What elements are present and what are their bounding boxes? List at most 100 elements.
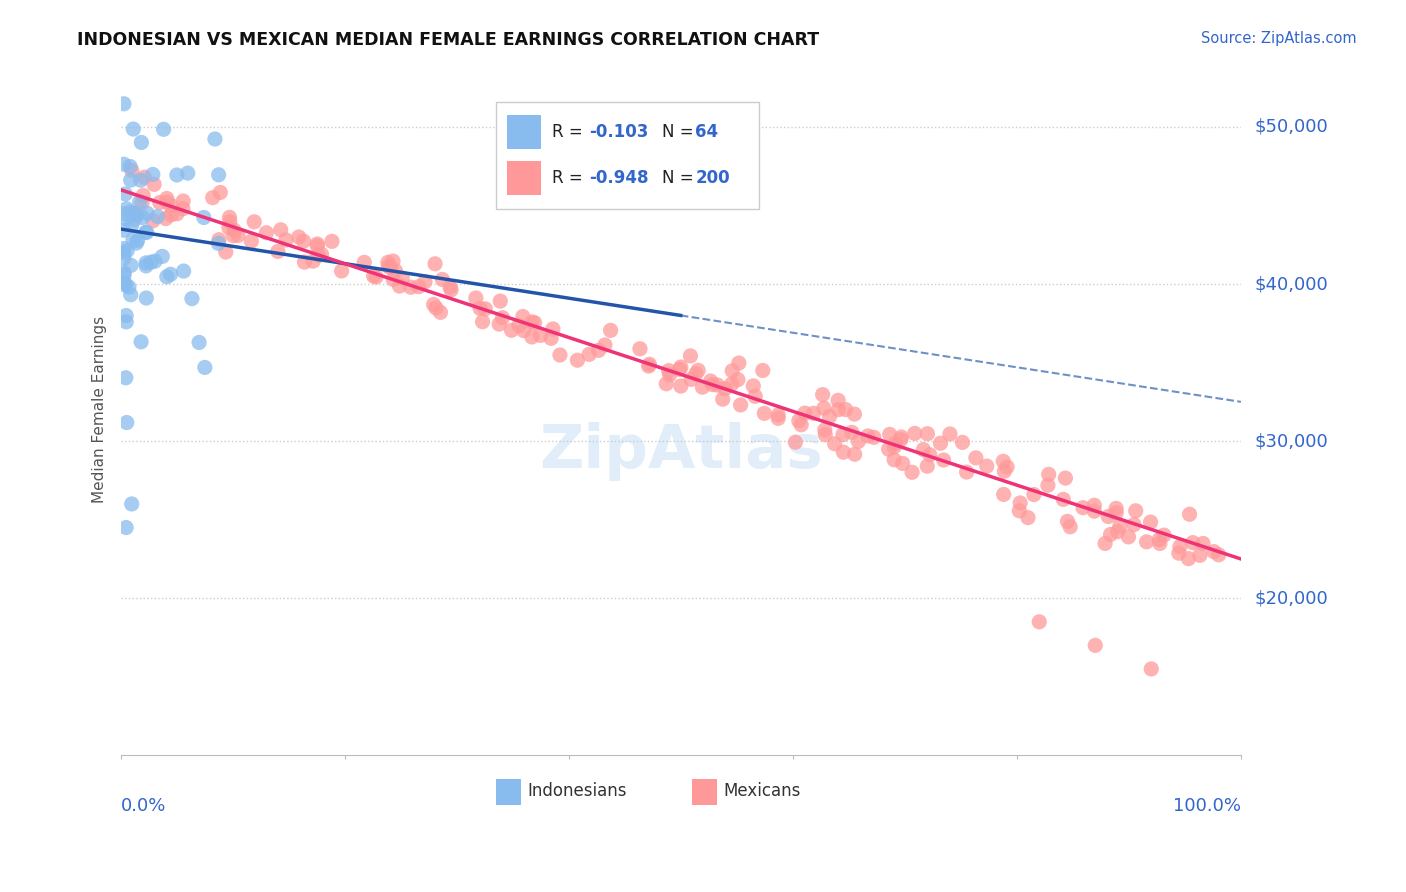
Point <box>541 322 564 336</box>
Point <box>669 360 692 375</box>
Point <box>1008 504 1031 518</box>
Point <box>1153 528 1175 542</box>
Point <box>464 291 486 305</box>
Point <box>413 275 436 289</box>
Point <box>489 294 512 309</box>
Point <box>112 268 135 282</box>
Point <box>787 414 810 428</box>
Point <box>1036 478 1059 492</box>
Point <box>508 318 530 333</box>
Point <box>172 194 194 208</box>
Point <box>668 362 690 376</box>
FancyBboxPatch shape <box>508 114 541 149</box>
Point <box>131 136 153 150</box>
Point <box>468 301 491 316</box>
Point <box>287 230 309 244</box>
Point <box>353 255 375 269</box>
Point <box>1056 514 1078 528</box>
Point <box>142 168 165 182</box>
Point <box>121 497 143 511</box>
Point <box>115 202 138 216</box>
Point <box>1054 471 1077 485</box>
Point <box>208 168 231 182</box>
Point <box>131 196 153 211</box>
Point <box>818 409 841 424</box>
Point <box>135 226 157 240</box>
Text: 200: 200 <box>696 169 730 187</box>
Point <box>863 430 886 444</box>
Point <box>120 205 142 219</box>
Point <box>121 163 143 178</box>
Point <box>929 436 952 450</box>
Point <box>995 459 1018 474</box>
Point <box>429 305 451 319</box>
Point <box>112 96 135 111</box>
Point <box>270 223 292 237</box>
Point <box>124 212 146 227</box>
Point <box>891 457 914 471</box>
Point <box>1022 487 1045 501</box>
Point <box>688 363 710 377</box>
Point <box>655 376 678 391</box>
Point <box>578 347 600 361</box>
Point <box>122 206 145 220</box>
Point <box>156 269 179 284</box>
Point <box>218 211 240 225</box>
Point <box>135 259 157 273</box>
Point <box>364 270 387 285</box>
Point <box>727 356 749 370</box>
Point <box>1118 530 1140 544</box>
Point <box>321 235 343 249</box>
Point <box>114 371 136 385</box>
Point <box>846 434 869 449</box>
FancyBboxPatch shape <box>508 161 541 195</box>
Point <box>208 233 231 247</box>
Text: R =: R = <box>553 123 588 141</box>
Point <box>135 225 157 239</box>
Point <box>382 272 405 286</box>
Point <box>440 283 463 297</box>
Text: 64: 64 <box>696 123 718 141</box>
Point <box>540 331 562 345</box>
Point <box>965 450 987 465</box>
Point <box>112 223 135 237</box>
Point <box>976 459 998 474</box>
Point <box>877 442 900 457</box>
Point <box>744 389 766 403</box>
Point <box>1188 549 1211 563</box>
Point <box>844 447 866 461</box>
Point <box>422 297 444 311</box>
Point <box>1105 501 1128 516</box>
Point <box>115 244 138 258</box>
Point <box>811 387 834 401</box>
Point <box>399 280 422 294</box>
Point <box>129 334 152 349</box>
Point <box>1177 551 1199 566</box>
Point <box>658 364 681 378</box>
Point <box>742 379 765 393</box>
Point <box>512 324 534 338</box>
Text: 0.0%: 0.0% <box>121 797 166 814</box>
Point <box>292 234 315 248</box>
Point <box>135 256 157 270</box>
Point <box>380 260 402 275</box>
Point <box>363 268 385 283</box>
Text: Source: ZipAtlas.com: Source: ZipAtlas.com <box>1201 31 1357 46</box>
Point <box>125 208 148 222</box>
Point <box>520 315 543 329</box>
Point <box>832 427 855 442</box>
Point <box>146 210 169 224</box>
Point <box>120 173 142 187</box>
Point <box>827 393 849 408</box>
Point <box>706 378 728 392</box>
Point <box>114 276 136 290</box>
Text: Mexicans: Mexicans <box>723 782 800 800</box>
Point <box>254 226 277 240</box>
FancyBboxPatch shape <box>496 779 520 805</box>
Point <box>939 426 962 441</box>
Point <box>834 402 856 417</box>
Point <box>207 236 229 251</box>
Point <box>1208 548 1230 562</box>
Point <box>222 228 245 243</box>
Point <box>890 430 912 444</box>
